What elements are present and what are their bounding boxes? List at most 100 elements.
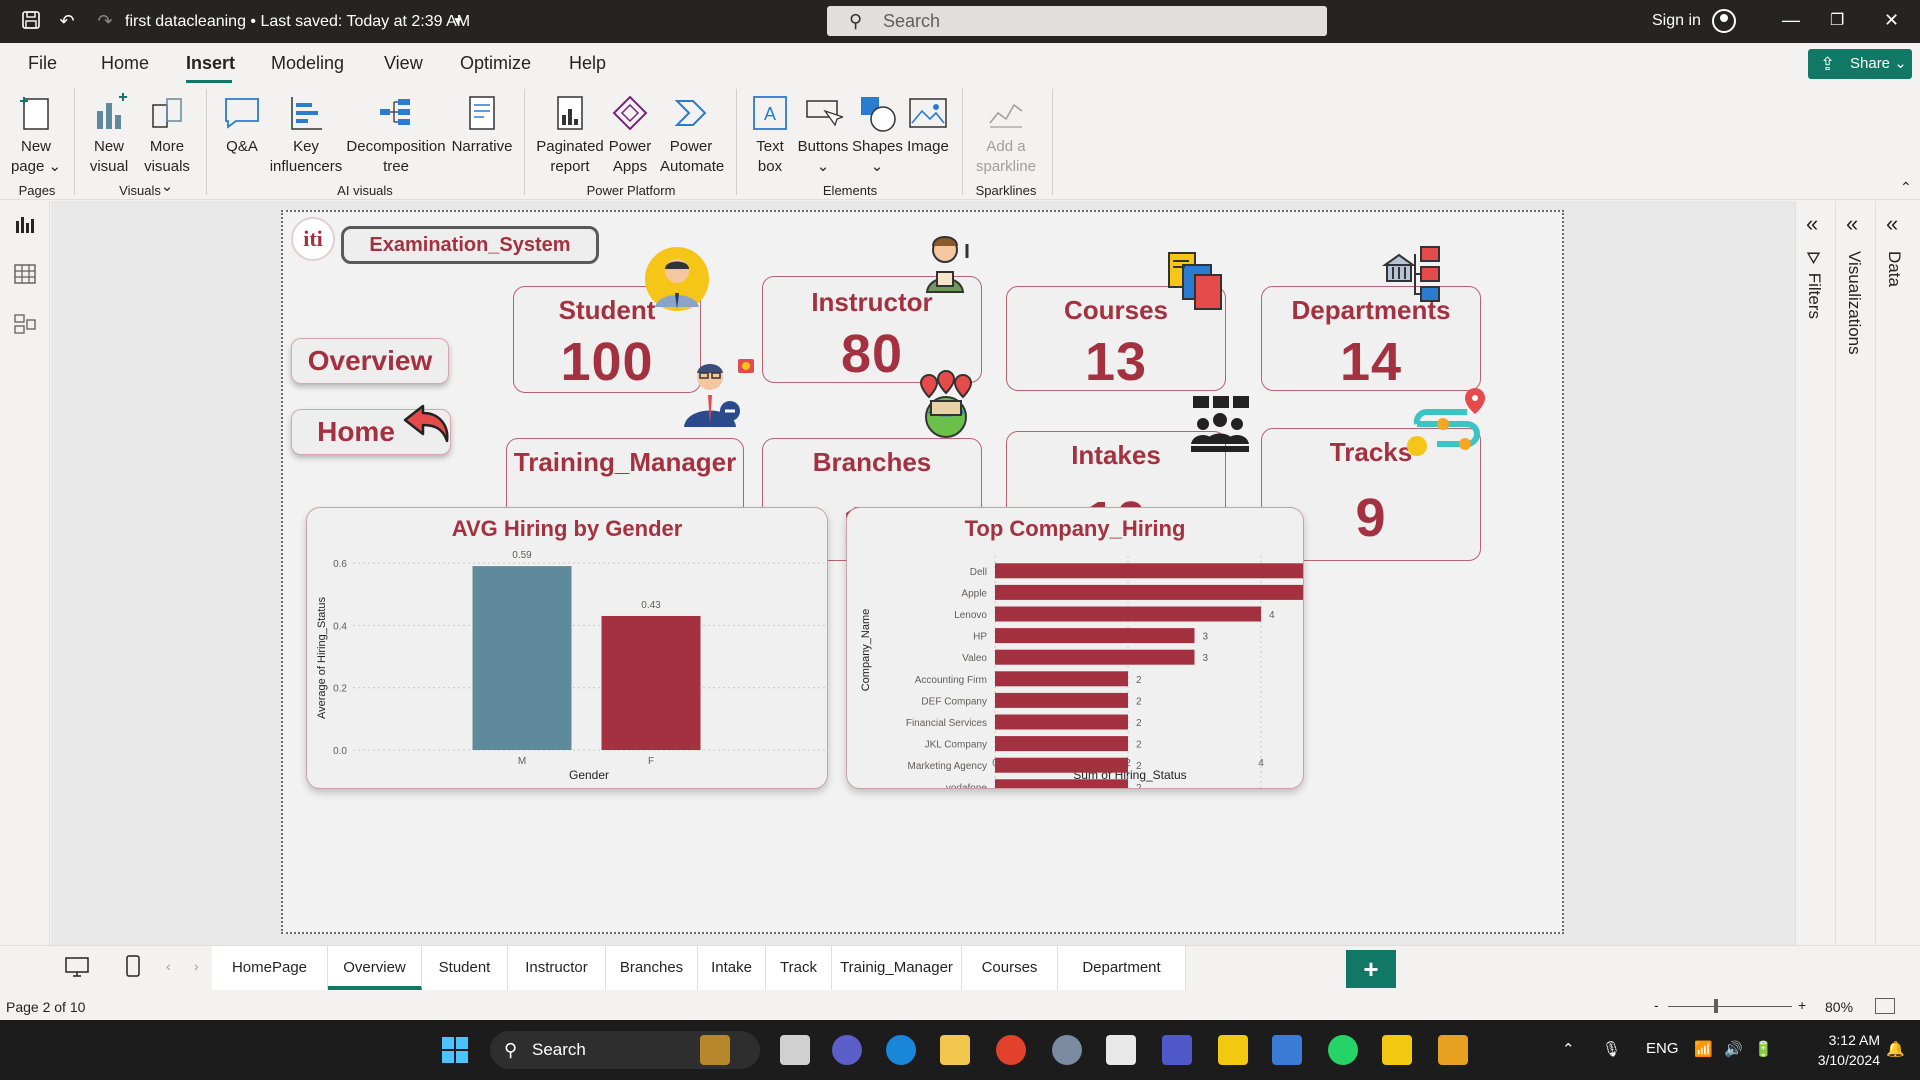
task-view-icon[interactable]: [780, 1035, 810, 1065]
avatar-icon[interactable]: [1712, 9, 1736, 33]
menu-view[interactable]: View: [384, 53, 423, 73]
paginated-report-button[interactable]: Paginated report: [534, 93, 606, 177]
notifications-icon[interactable]: 🔔: [1886, 1041, 1905, 1058]
shapes-button[interactable]: Shapes ⌄: [852, 93, 903, 177]
menu-modeling[interactable]: Modeling: [271, 53, 345, 73]
menu-file[interactable]: File: [28, 53, 58, 73]
share-button[interactable]: ⇪ Share ⌄: [1808, 49, 1912, 79]
chart-2-bar-valeo[interactable]: [995, 649, 1195, 665]
microphone-icon[interactable]: 🎙: [1602, 1041, 1622, 1058]
volume-icon[interactable]: 🔊: [1724, 1041, 1743, 1058]
scroll-left-icon[interactable]: ‹: [166, 958, 171, 974]
file-explorer-icon[interactable]: [940, 1035, 970, 1065]
page-tab-homepage[interactable]: HomePage: [212, 946, 328, 990]
windows-start-icon[interactable]: [440, 1035, 470, 1065]
report-view-icon[interactable]: [13, 213, 37, 235]
chart-2-bar-dell[interactable]: [995, 563, 1303, 579]
new-page-button[interactable]: New page ⌄: [10, 93, 62, 177]
page-tab-department[interactable]: Department: [1058, 946, 1186, 990]
qa-button[interactable]: Q&A: [220, 93, 264, 157]
chart-1-bar-M[interactable]: [472, 566, 572, 750]
menu-home[interactable]: Home: [101, 53, 150, 73]
power-bi-icon[interactable]: [1218, 1035, 1248, 1065]
narrative-button[interactable]: Narrative: [450, 93, 514, 157]
scroll-right-icon[interactable]: ›: [194, 958, 199, 974]
chart-1-bar-F[interactable]: [601, 615, 701, 750]
chart-2-bar-accounting-firm[interactable]: [995, 671, 1128, 687]
decomposition-tree-button[interactable]: Decomposition tree: [344, 93, 448, 177]
image-button[interactable]: Image: [906, 93, 950, 157]
clock[interactable]: 3:12 AM 3/10/2024: [1796, 1030, 1880, 1070]
desktop-layout-icon[interactable]: [64, 956, 90, 983]
store-icon[interactable]: [1106, 1035, 1136, 1065]
visualizations-pane[interactable]: « Visualizations: [1835, 201, 1875, 945]
chart-2-bar-financial-services[interactable]: [995, 714, 1128, 730]
chart-2-bar-lenovo[interactable]: [995, 606, 1261, 622]
edge-browser-icon[interactable]: [886, 1035, 916, 1065]
close-icon[interactable]: ✕: [1884, 10, 1900, 30]
language-indicator[interactable]: ENG: [1646, 1040, 1679, 1057]
search-box[interactable]: ⚲ Search: [827, 6, 1327, 36]
chart-2-bar-jkl-company[interactable]: [995, 736, 1128, 752]
page-tab-instructor[interactable]: Instructor: [508, 946, 606, 990]
text-box-button[interactable]: A Text box: [748, 93, 792, 177]
chart-2-bar-vodafone[interactable]: [995, 779, 1128, 788]
teams-icon[interactable]: [1162, 1035, 1192, 1065]
tools-icon[interactable]: [1438, 1035, 1468, 1065]
add-sparkline-button[interactable]: Add a sparkline: [972, 93, 1040, 177]
minimize-icon[interactable]: —: [1782, 10, 1800, 30]
chart-2-bar-marketing-agency[interactable]: [995, 757, 1128, 773]
power-automate-button[interactable]: Power Automate: [660, 93, 724, 177]
undo-icon[interactable]: ↶: [59, 11, 75, 31]
search-highlight-icon[interactable]: [700, 1035, 730, 1065]
page-tab-branches[interactable]: Branches: [606, 946, 698, 990]
save-icon[interactable]: [20, 10, 42, 32]
page-tab-student[interactable]: Student: [422, 946, 508, 990]
buttons-button[interactable]: Buttons ⌄: [796, 93, 850, 177]
power-bi-icon-2[interactable]: [1382, 1035, 1412, 1065]
wifi-icon[interactable]: 📶: [1694, 1041, 1713, 1058]
menu-help[interactable]: Help: [569, 53, 607, 73]
chart-2-bar-apple[interactable]: [995, 584, 1303, 600]
mobile-layout-icon[interactable]: [125, 954, 141, 983]
whatsapp-icon[interactable]: [1328, 1035, 1358, 1065]
chart-2-bar-hp[interactable]: [995, 628, 1195, 644]
snipping-tool-icon[interactable]: [1272, 1035, 1302, 1065]
power-apps-button[interactable]: Power Apps: [608, 93, 652, 177]
more-visuals-button[interactable]: More visuals ⌄: [142, 93, 192, 197]
title-dropdown-icon[interactable]: ▼: [452, 14, 464, 28]
page-tab-overview[interactable]: Overview: [328, 946, 422, 990]
menu-optimize[interactable]: Optimize: [460, 53, 532, 73]
zoom-slider-track[interactable]: [1668, 1006, 1792, 1007]
show-hidden-icons[interactable]: ⌃: [1562, 1041, 1575, 1058]
data-pane[interactable]: « Data: [1875, 201, 1920, 945]
expand-visualizations-icon[interactable]: «: [1846, 211, 1859, 236]
filters-pane[interactable]: « ⛛ Filters: [1795, 201, 1835, 945]
menu-insert[interactable]: Insert: [186, 53, 236, 73]
table-view-icon[interactable]: [13, 263, 37, 285]
key-influencers-button[interactable]: Key influencers: [268, 93, 344, 177]
battery-icon[interactable]: 🔋: [1754, 1041, 1773, 1058]
model-view-icon[interactable]: [13, 313, 37, 335]
add-page-button[interactable]: +: [1346, 950, 1396, 988]
settings-icon[interactable]: [1052, 1035, 1082, 1065]
restore-icon[interactable]: ❐: [1830, 12, 1845, 29]
page-tab-courses[interactable]: Courses: [962, 946, 1058, 990]
zoom-slider-thumb[interactable]: [1714, 999, 1718, 1013]
collapse-ribbon-icon[interactable]: ⌃: [1900, 179, 1912, 195]
new-visual-button[interactable]: New visual: [86, 93, 132, 177]
avg-hiring-by-gender-chart[interactable]: AVG Hiring by Gender Average of Hiring_S…: [306, 507, 828, 789]
expand-data-icon[interactable]: «: [1886, 211, 1899, 236]
meet-icon[interactable]: [832, 1035, 862, 1065]
zoom-out-button[interactable]: -: [1654, 997, 1659, 1013]
expand-filters-icon[interactable]: «: [1806, 211, 1819, 236]
overview-button[interactable]: Overview: [291, 338, 449, 384]
chart-2-bar-def-company[interactable]: [995, 692, 1128, 708]
page-tab-trainig-manager[interactable]: Trainig_Manager: [832, 946, 962, 990]
page-tab-intake[interactable]: Intake: [698, 946, 766, 990]
chrome-browser-icon[interactable]: [996, 1035, 1026, 1065]
sign-in-link[interactable]: Sign in: [1652, 12, 1701, 29]
redo-icon[interactable]: ↷: [97, 11, 113, 31]
page-tab-track[interactable]: Track: [766, 946, 832, 990]
top-company-hiring-chart[interactable]: Top Company_Hiring Company_Name Sum of H…: [846, 507, 1304, 789]
